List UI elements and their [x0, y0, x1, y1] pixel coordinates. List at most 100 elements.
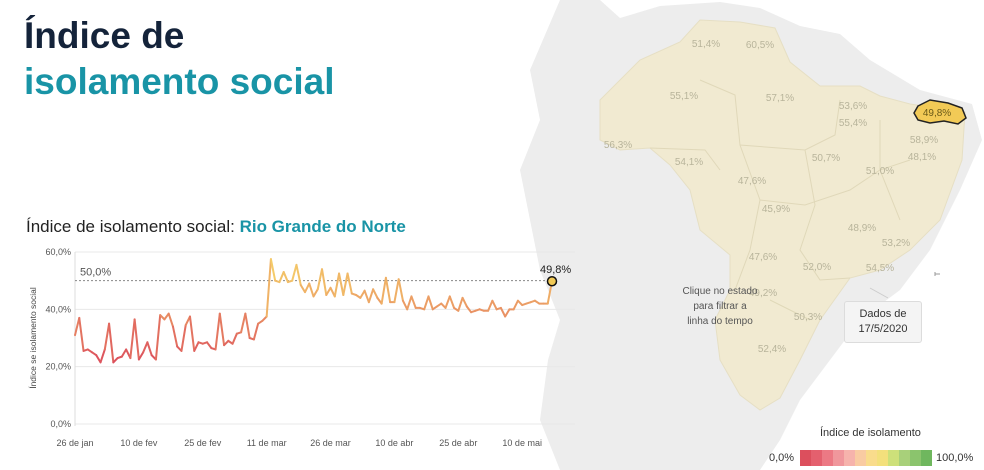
state-borders	[649, 79, 911, 321]
map-state-label: 51,0%	[865, 166, 895, 177]
series-segment	[516, 299, 524, 307]
series-segment	[444, 295, 451, 309]
series-segment	[512, 299, 519, 311]
legend-color-scale	[800, 450, 932, 466]
series-segment	[491, 299, 498, 311]
series-segment	[295, 263, 302, 286]
x-tick-label: 26 de mar	[310, 438, 351, 448]
isolation-line-chart[interactable]: 0,0% 20,0% 40,0% 60,0% Índice se isolamento …	[0, 236, 600, 470]
highlight-point[interactable]	[546, 275, 558, 287]
reference-line-label: 50,0%	[80, 267, 111, 279]
series-segment	[312, 288, 319, 298]
map-state-label: 53,6%	[838, 101, 868, 112]
legend-swatch	[800, 450, 811, 466]
series-segment	[465, 305, 473, 314]
series-segment	[171, 325, 179, 348]
series-segment	[180, 324, 187, 352]
series-segment	[406, 295, 413, 311]
series-segment	[499, 306, 507, 318]
series-segment	[504, 308, 511, 318]
rio-grande-do-norte-shape[interactable]	[913, 99, 967, 125]
series-segment	[214, 312, 221, 351]
y-tick-label: 0,0%	[50, 419, 71, 429]
series-segment	[291, 263, 298, 282]
legend-swatch	[921, 450, 932, 466]
series-segment	[393, 278, 400, 304]
series-segment	[346, 272, 353, 295]
map-state-label: 49,8%	[922, 108, 952, 119]
legend-title: Índice de isolamento	[820, 427, 921, 439]
map-state-label: 55,1%	[669, 91, 699, 102]
click-instruction-line2: para filtrar a	[693, 301, 747, 312]
legend-swatch	[866, 450, 877, 466]
series-segment	[448, 295, 456, 309]
chart-title-state: Rio Grande do Norte	[239, 217, 406, 236]
click-instruction-line3: linha do tempo	[687, 316, 753, 327]
y-tick-label: 40,0%	[45, 304, 71, 314]
series-segment	[142, 341, 149, 354]
map-state-label: 52,0%	[802, 262, 832, 273]
series-segment	[95, 354, 102, 364]
series-segment	[167, 312, 174, 328]
map-state-label: 60,5%	[745, 40, 775, 51]
series-segment	[269, 258, 277, 282]
chart-title-prefix: Índice de isolamento social:	[26, 217, 240, 236]
x-tick-label: 10 de mai	[502, 438, 542, 448]
click-instruction: Clique no estado para filtrar a linha do…	[666, 284, 774, 329]
series-segment	[342, 272, 349, 296]
series-segment	[282, 271, 289, 284]
map-state-label: 47,6%	[748, 252, 778, 263]
series-segment	[74, 316, 81, 337]
x-tick-label: 26 de jan	[56, 438, 93, 448]
series-segment	[367, 288, 375, 304]
x-tick-label: 10 de fev	[120, 438, 158, 448]
series-segment	[299, 283, 306, 294]
series-segment	[278, 271, 285, 284]
map-state-label: 48,1%	[907, 152, 937, 163]
legend-swatch	[888, 450, 899, 466]
x-tick-label: 11 de mar	[247, 438, 287, 448]
series-segment	[363, 289, 370, 304]
series-segment	[129, 318, 136, 360]
series-segment	[99, 348, 106, 364]
legend-swatch	[822, 450, 833, 466]
map-state-label: 51,4%	[691, 39, 721, 50]
map-state-label: 57,1%	[765, 93, 795, 104]
series-segment	[427, 295, 434, 311]
series-segment	[303, 282, 311, 294]
map-state-label: 47,6%	[737, 176, 767, 187]
series-segment	[265, 258, 272, 318]
series-segment	[380, 276, 387, 305]
series-segment	[231, 332, 238, 345]
series-segment	[487, 299, 494, 312]
chart-title: Índice de isolamento social: Rio Grande …	[26, 217, 406, 237]
y-axis-title: Índice se isolamento social	[28, 287, 38, 389]
series-segment	[223, 339, 230, 347]
legend-swatch	[833, 450, 844, 466]
legend-swatch	[811, 450, 822, 466]
series-segment	[261, 315, 268, 322]
legend-swatch	[910, 450, 921, 466]
callout-pointer	[869, 287, 889, 299]
map-state-label: 50,7%	[811, 153, 841, 164]
series-segment	[112, 357, 119, 364]
map-state-label: 50,3%	[793, 312, 823, 323]
series-segment	[325, 286, 332, 296]
map-state-label: 48,9%	[847, 223, 877, 234]
x-tick-label: 10 de abr	[375, 438, 413, 448]
map-state-label: 52,4%	[757, 344, 787, 355]
page-title-line2: isolamento social	[24, 61, 335, 102]
y-tick-label: 20,0%	[45, 362, 71, 372]
y-tick-label: 60,0%	[45, 247, 71, 257]
legend-swatch	[899, 450, 910, 466]
series-segment	[240, 312, 247, 334]
series-segment	[193, 341, 200, 352]
legend-swatch	[877, 450, 888, 466]
series-segment	[338, 272, 345, 296]
series-segment	[188, 315, 196, 352]
series-segment	[154, 314, 162, 361]
series-segment	[410, 295, 417, 309]
series-segment	[423, 295, 430, 311]
map-state-label: 53,2%	[881, 238, 911, 249]
